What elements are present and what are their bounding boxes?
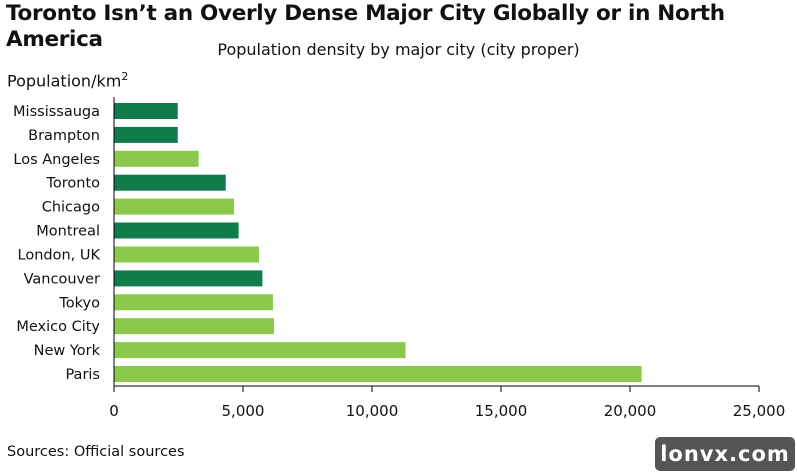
bar xyxy=(114,126,178,143)
category-label: Mexico City xyxy=(16,319,100,335)
bar xyxy=(114,198,234,215)
category-label: Montreal xyxy=(36,224,100,240)
x-tick-label: 10,000 xyxy=(346,402,399,420)
y-axis-label: Population/km2 xyxy=(7,70,128,90)
source-note: Sources: Official sources xyxy=(7,444,185,460)
bar xyxy=(114,246,259,263)
y-axis-label-superscript: 2 xyxy=(121,70,129,83)
bar xyxy=(114,103,178,119)
category-label: Chicago xyxy=(42,200,100,216)
bar xyxy=(114,222,239,239)
category-label: New York xyxy=(34,343,101,359)
category-label: Paris xyxy=(65,367,100,383)
y-axis-label-text: Population/km xyxy=(7,71,122,91)
category-label: Toronto xyxy=(45,176,100,192)
category-label: Tokyo xyxy=(58,295,100,311)
bar xyxy=(114,174,226,191)
watermark-logo: lonvx.com xyxy=(655,437,795,471)
x-tick-label: 20,000 xyxy=(604,402,657,420)
bar xyxy=(114,150,199,167)
x-tick-label: 25,000 xyxy=(733,402,786,420)
bar xyxy=(114,366,642,382)
category-label: Los Angeles xyxy=(13,152,100,168)
bar xyxy=(114,294,273,311)
category-label: Brampton xyxy=(28,128,100,144)
chart-title: Toronto Isn’t an Overly Dense Major City… xyxy=(6,1,725,52)
x-tick-label: 5,000 xyxy=(222,402,265,420)
category-label: Vancouver xyxy=(24,271,100,287)
category-label: London, UK xyxy=(18,248,101,264)
category-label: Mississauga xyxy=(13,104,100,120)
bar xyxy=(114,342,406,359)
bar xyxy=(114,270,263,287)
chart-subtitle: Population density by major city (city p… xyxy=(217,40,580,59)
x-tick-label: 15,000 xyxy=(475,402,528,420)
x-tick-label: 0 xyxy=(109,402,119,420)
bar xyxy=(114,318,274,335)
